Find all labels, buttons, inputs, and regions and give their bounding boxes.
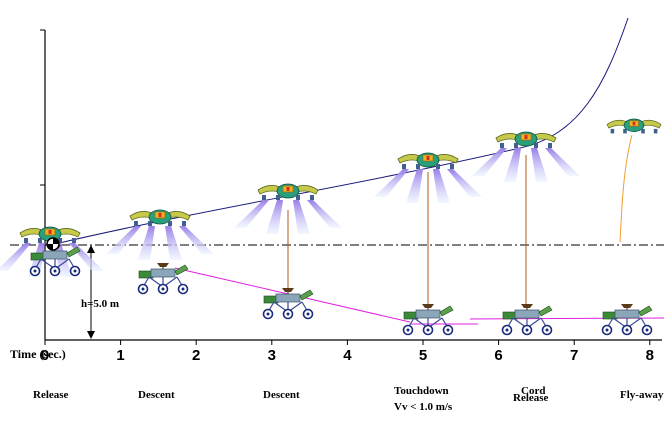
thruster-plume [307,200,342,228]
thruster-plume [545,148,580,176]
rover-vehicle [137,263,189,295]
rover-vehicle [601,304,653,336]
flyer-vehicle [606,118,662,134]
phase-label-descent-1: Descent [138,389,175,401]
x-tick-label: 6 [494,347,502,364]
x-tick-label: 0 [41,347,49,364]
x-tick-label: 3 [268,347,276,364]
thruster-plume [447,169,482,197]
thruster-plume [472,148,507,176]
tethers [287,134,633,304]
thruster-plume [433,169,450,203]
rovers [29,245,653,336]
height-indicator: h=5.0 m [81,245,119,339]
thruster-plume [106,226,141,254]
thruster-plume [0,243,31,271]
thruster-plume [293,200,310,234]
flyer-vehicle [106,209,214,260]
x-tick-label: 1 [116,347,124,364]
x-ticks [44,340,651,345]
phase-label-descent-2: Descent [263,389,300,401]
x-tick-label: 8 [646,347,654,364]
x-tick-label: 7 [570,347,578,364]
phase-label-release: Release [33,389,69,401]
thruster-plume [374,169,409,197]
thruster-plume [138,226,155,260]
arrow-head-down [87,331,95,339]
x-tick-labels: 0 1 2 3 4 5 6 7 8 [41,347,654,364]
phase-label-cord: Cord [521,385,545,397]
x-tick-label: 5 [419,347,427,364]
thruster-plume [165,226,182,260]
x-tick-label: 4 [343,347,352,364]
phase-sublabel-touchdown: Vv < 1.0 m/s [394,401,453,413]
thruster-plume [234,200,269,228]
phase-label-flyaway: Fly-away [620,389,664,401]
thruster-plume [406,169,423,203]
thruster-plume [504,148,521,182]
x-axis-title: Time (sec.) [10,347,66,361]
rover-vehicle [402,304,454,336]
phase-labels: Release Descent Descent Touchdown Vv < 1… [33,385,664,413]
x-tick-label: 2 [192,347,200,364]
rover-vehicle [501,304,553,336]
flyers [0,118,662,277]
arrow-head-up [87,245,95,253]
phase-label-touchdown: Touchdown [394,385,449,397]
height-label: h=5.0 m [81,298,119,310]
thruster-plume [531,148,548,182]
rover-vehicle [262,288,314,320]
thruster-plume [266,200,283,234]
flyer-vehicle [374,152,482,203]
thruster-plume [179,226,214,254]
phase-sublabel-release: Release [513,392,549,404]
axes [40,29,662,345]
flyer-trajectory [54,17,629,245]
flyer-vehicle [472,131,580,182]
flyaway-tether [619,134,633,243]
release-point-marker [46,237,60,251]
flyer-vehicle [234,183,342,234]
